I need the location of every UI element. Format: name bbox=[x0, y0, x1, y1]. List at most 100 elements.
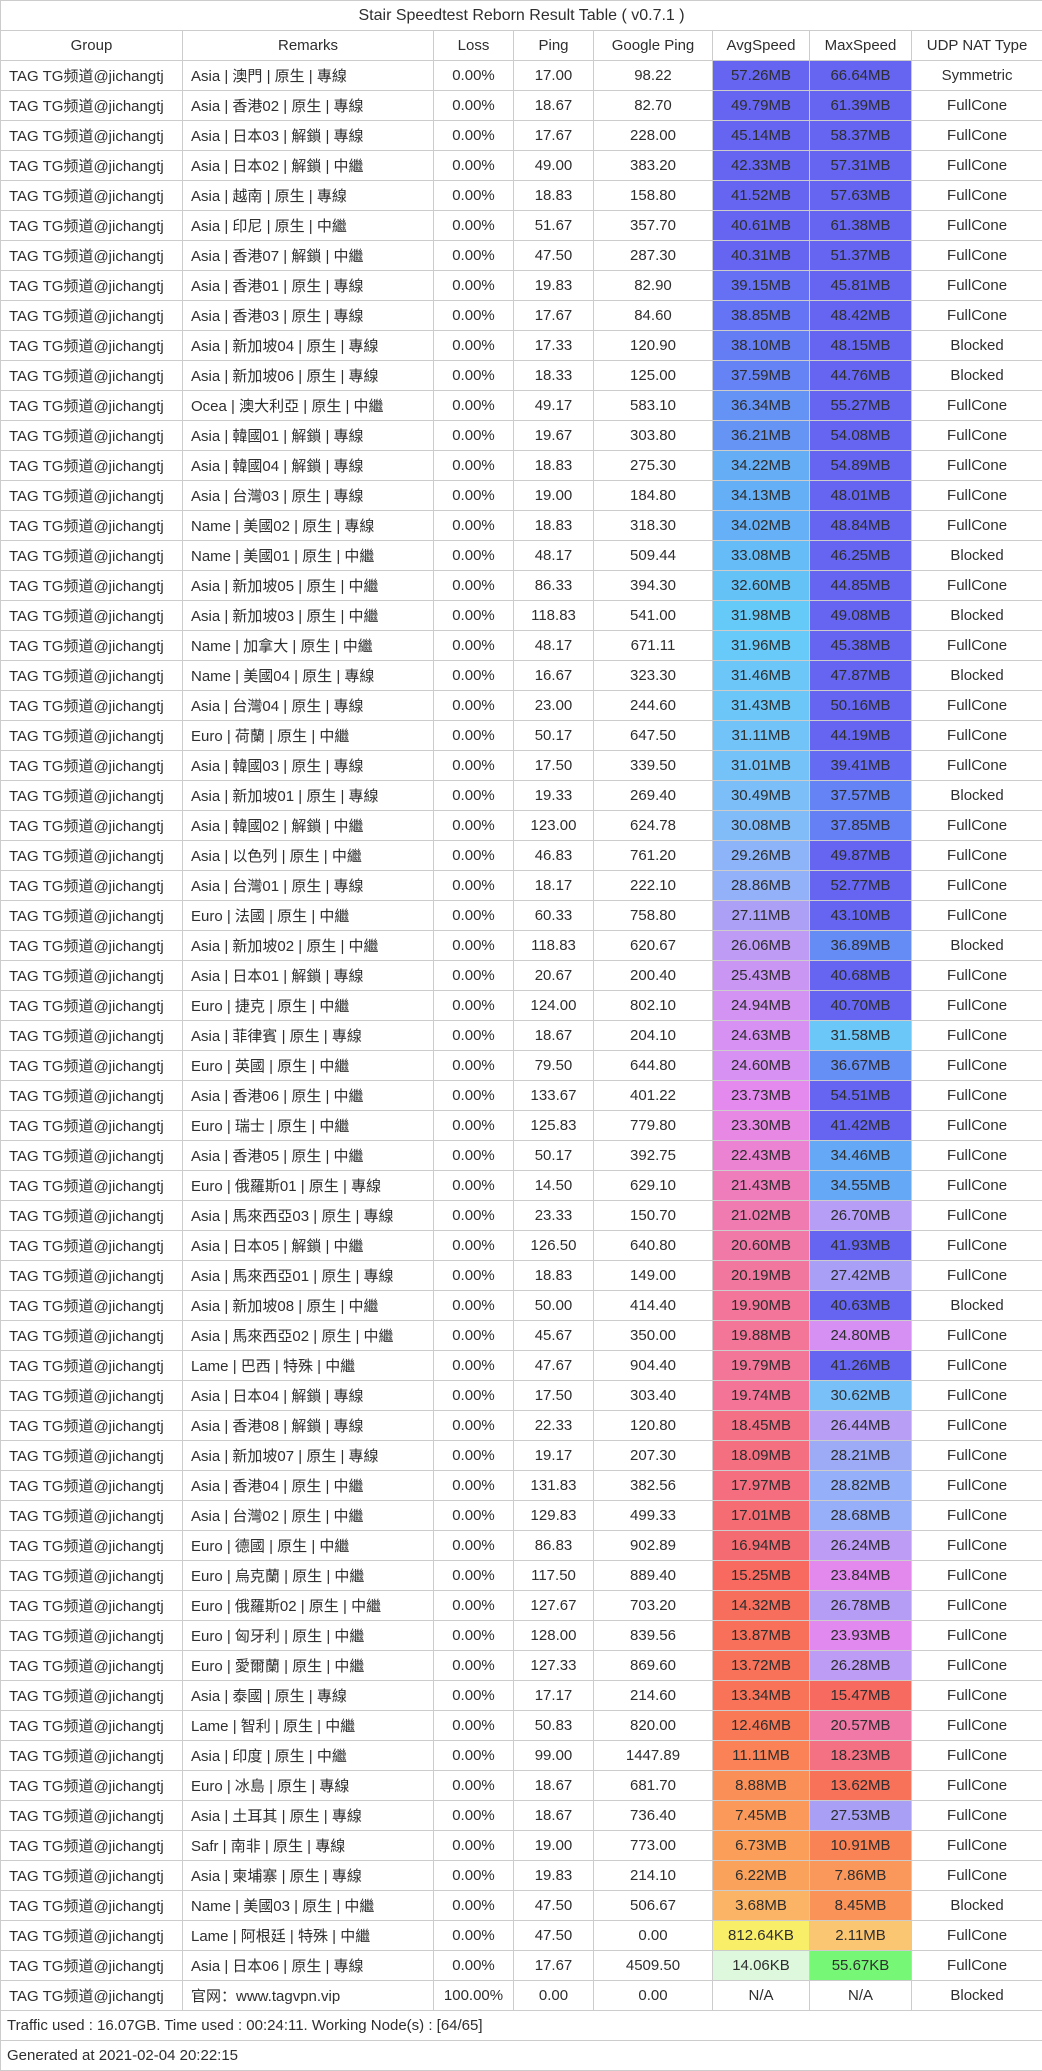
google-ping-cell: 761.20 bbox=[594, 841, 713, 871]
nat-type-cell: FullCone bbox=[912, 1501, 1042, 1531]
group-cell: TAG TG频道@jichangtj bbox=[1, 1231, 183, 1261]
remarks-cell: Euro | 捷克 | 原生 | 中繼 bbox=[183, 991, 434, 1021]
group-cell: TAG TG频道@jichangtj bbox=[1, 1351, 183, 1381]
nat-type-cell: Blocked bbox=[912, 1891, 1042, 1921]
remarks-cell: Asia | 香港07 | 解鎖 | 中繼 bbox=[183, 241, 434, 271]
nat-type-cell: FullCone bbox=[912, 691, 1042, 721]
nat-type-cell: FullCone bbox=[912, 1021, 1042, 1051]
table-row: TAG TG频道@jichangtj Name | 美國03 | 原生 | 中繼… bbox=[1, 1891, 1042, 1921]
max-speed-cell: 40.70MB bbox=[810, 991, 912, 1021]
max-speed-cell: 51.37MB bbox=[810, 241, 912, 271]
google-ping-cell: 671.11 bbox=[594, 631, 713, 661]
remarks-cell: Asia | 澳門 | 原生 | 專線 bbox=[183, 61, 434, 91]
nat-type-cell: FullCone bbox=[912, 511, 1042, 541]
avg-speed-cell: 41.52MB bbox=[713, 181, 810, 211]
google-ping-cell: 681.70 bbox=[594, 1771, 713, 1801]
group-cell: TAG TG频道@jichangtj bbox=[1, 421, 183, 451]
nat-type-cell: FullCone bbox=[912, 121, 1042, 151]
avg-speed-cell: 42.33MB bbox=[713, 151, 810, 181]
remarks-cell: Asia | 韓國02 | 解鎖 | 中繼 bbox=[183, 811, 434, 841]
max-speed-cell: 27.53MB bbox=[810, 1801, 912, 1831]
max-speed-cell: 28.82MB bbox=[810, 1471, 912, 1501]
google-ping-cell: 644.80 bbox=[594, 1051, 713, 1081]
table-row: TAG TG频道@jichangtj Euro | 俄羅斯01 | 原生 | 專… bbox=[1, 1171, 1042, 1201]
group-cell: TAG TG频道@jichangtj bbox=[1, 1591, 183, 1621]
loss-cell: 0.00% bbox=[434, 1201, 514, 1231]
nat-type-cell: FullCone bbox=[912, 631, 1042, 661]
remarks-cell: Asia | 香港04 | 原生 | 中繼 bbox=[183, 1471, 434, 1501]
table-row: TAG TG频道@jichangtj Asia | 菲律賓 | 原生 | 專線 … bbox=[1, 1021, 1042, 1051]
nat-type-cell: FullCone bbox=[912, 1531, 1042, 1561]
nat-type-cell: FullCone bbox=[912, 1171, 1042, 1201]
avg-speed-cell: N/A bbox=[713, 1981, 810, 2011]
group-cell: TAG TG频道@jichangtj bbox=[1, 121, 183, 151]
avg-speed-cell: 7.45MB bbox=[713, 1801, 810, 1831]
google-ping-cell: 98.22 bbox=[594, 61, 713, 91]
loss-cell: 0.00% bbox=[434, 1261, 514, 1291]
remarks-cell: Euro | 愛爾蘭 | 原生 | 中繼 bbox=[183, 1651, 434, 1681]
ping-cell: 127.33 bbox=[514, 1651, 594, 1681]
group-cell: TAG TG频道@jichangtj bbox=[1, 1681, 183, 1711]
google-ping-cell: 158.80 bbox=[594, 181, 713, 211]
group-cell: TAG TG频道@jichangtj bbox=[1, 391, 183, 421]
remarks-cell: Asia | 印度 | 原生 | 中繼 bbox=[183, 1741, 434, 1771]
google-ping-cell: 839.56 bbox=[594, 1621, 713, 1651]
avg-speed-cell: 38.10MB bbox=[713, 331, 810, 361]
avg-speed-cell: 23.30MB bbox=[713, 1111, 810, 1141]
loss-cell: 0.00% bbox=[434, 121, 514, 151]
google-ping-cell: 820.00 bbox=[594, 1711, 713, 1741]
avg-speed-cell: 24.63MB bbox=[713, 1021, 810, 1051]
remarks-cell: Name | 加拿大 | 原生 | 中繼 bbox=[183, 631, 434, 661]
table-row: TAG TG频道@jichangtj Euro | 荷蘭 | 原生 | 中繼 0… bbox=[1, 721, 1042, 751]
loss-cell: 0.00% bbox=[434, 1501, 514, 1531]
column-header-group: Group bbox=[1, 31, 183, 61]
google-ping-cell: 1447.89 bbox=[594, 1741, 713, 1771]
avg-speed-cell: 57.26MB bbox=[713, 61, 810, 91]
table-row: TAG TG频道@jichangtj Asia | 日本05 | 解鎖 | 中繼… bbox=[1, 1231, 1042, 1261]
max-speed-cell: 28.68MB bbox=[810, 1501, 912, 1531]
ping-cell: 19.00 bbox=[514, 481, 594, 511]
column-header-remarks: Remarks bbox=[183, 31, 434, 61]
loss-cell: 0.00% bbox=[434, 661, 514, 691]
max-speed-cell: 45.81MB bbox=[810, 271, 912, 301]
group-cell: TAG TG频道@jichangtj bbox=[1, 241, 183, 271]
loss-cell: 0.00% bbox=[434, 301, 514, 331]
ping-cell: 128.00 bbox=[514, 1621, 594, 1651]
group-cell: TAG TG频道@jichangtj bbox=[1, 1891, 183, 1921]
nat-type-cell: FullCone bbox=[912, 1741, 1042, 1771]
footer-stats: Traffic used : 16.07GB. Time used : 00:2… bbox=[1, 2011, 1042, 2041]
google-ping-cell: 318.30 bbox=[594, 511, 713, 541]
loss-cell: 0.00% bbox=[434, 1171, 514, 1201]
nat-type-cell: FullCone bbox=[912, 1591, 1042, 1621]
nat-type-cell: FullCone bbox=[912, 571, 1042, 601]
group-cell: TAG TG频道@jichangtj bbox=[1, 331, 183, 361]
remarks-cell: Lame | 智利 | 原生 | 中繼 bbox=[183, 1711, 434, 1741]
google-ping-cell: 758.80 bbox=[594, 901, 713, 931]
loss-cell: 0.00% bbox=[434, 1651, 514, 1681]
google-ping-cell: 228.00 bbox=[594, 121, 713, 151]
remarks-cell: Euro | 德國 | 原生 | 中繼 bbox=[183, 1531, 434, 1561]
avg-speed-cell: 31.96MB bbox=[713, 631, 810, 661]
loss-cell: 0.00% bbox=[434, 1291, 514, 1321]
table-row: TAG TG频道@jichangtj Asia | 日本06 | 原生 | 專線… bbox=[1, 1951, 1042, 1981]
nat-type-cell: FullCone bbox=[912, 841, 1042, 871]
nat-type-cell: FullCone bbox=[912, 901, 1042, 931]
group-cell: TAG TG频道@jichangtj bbox=[1, 1801, 183, 1831]
column-header-google-ping: Google Ping bbox=[594, 31, 713, 61]
group-cell: TAG TG频道@jichangtj bbox=[1, 1411, 183, 1441]
max-speed-cell: 49.08MB bbox=[810, 601, 912, 631]
nat-type-cell: FullCone bbox=[912, 1471, 1042, 1501]
google-ping-cell: 499.33 bbox=[594, 1501, 713, 1531]
max-speed-cell: 57.31MB bbox=[810, 151, 912, 181]
nat-type-cell: FullCone bbox=[912, 1771, 1042, 1801]
table-row: TAG TG频道@jichangtj Asia | 香港08 | 解鎖 | 專線… bbox=[1, 1411, 1042, 1441]
table-row: TAG TG频道@jichangtj Asia | 新加坡05 | 原生 | 中… bbox=[1, 571, 1042, 601]
table-row: TAG TG频道@jichangtj Asia | 新加坡01 | 原生 | 專… bbox=[1, 781, 1042, 811]
google-ping-cell: 287.30 bbox=[594, 241, 713, 271]
remarks-cell: Asia | 新加坡03 | 原生 | 中繼 bbox=[183, 601, 434, 631]
max-speed-cell: 10.91MB bbox=[810, 1831, 912, 1861]
google-ping-cell: 0.00 bbox=[594, 1921, 713, 1951]
max-speed-cell: 30.62MB bbox=[810, 1381, 912, 1411]
avg-speed-cell: 49.79MB bbox=[713, 91, 810, 121]
avg-speed-cell: 20.60MB bbox=[713, 1231, 810, 1261]
